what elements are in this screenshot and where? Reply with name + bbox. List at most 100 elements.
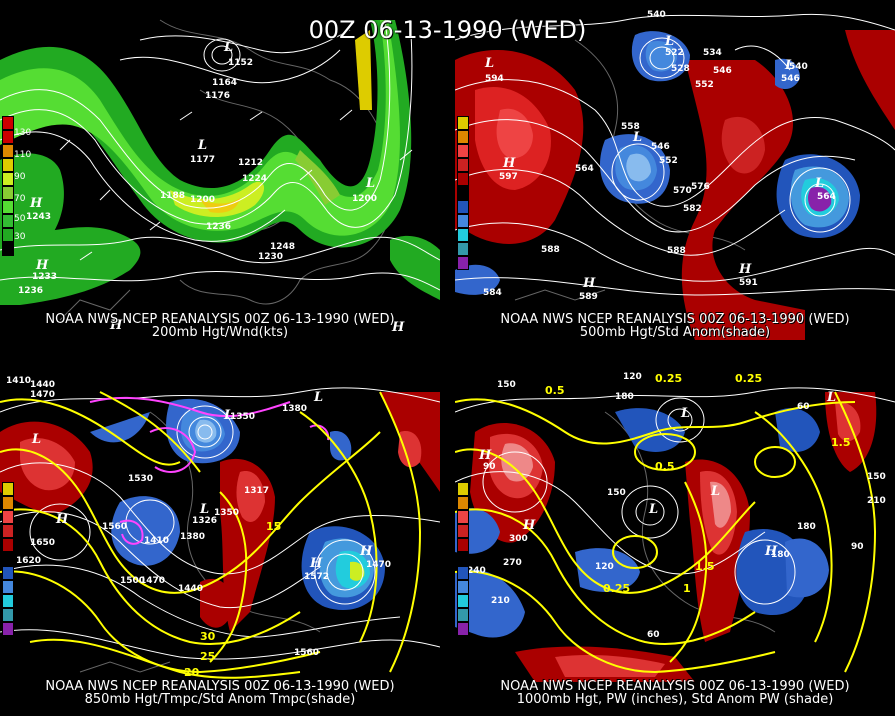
- contour-label: 1236: [18, 286, 44, 296]
- legend-swatch: [2, 228, 14, 242]
- legend-swatch: [2, 622, 14, 636]
- contour-label: 90: [483, 462, 496, 472]
- legend-swatch: [2, 496, 14, 510]
- contour-label: 1470: [140, 576, 166, 586]
- contour-label: 120: [623, 372, 642, 382]
- contour-label: 180: [615, 392, 634, 402]
- contour-label: 1500: [120, 576, 146, 586]
- contour-label: 90: [851, 542, 864, 552]
- pw-label: 0.25: [655, 372, 683, 385]
- height-contours: [0, 387, 440, 660]
- contour-label: 1470: [30, 390, 56, 400]
- legend-swatch: [2, 510, 14, 524]
- legend-label: 70: [14, 194, 26, 204]
- legend-500mb: [457, 116, 469, 270]
- legend-swatch: [457, 566, 469, 580]
- low-center: L: [633, 130, 643, 145]
- wind-barbs: [59, 109, 413, 261]
- caption-line1: NOAA NWS NCEP REANALYSIS 00Z 06-13-1990 …: [500, 679, 850, 694]
- low-center: L: [785, 58, 795, 73]
- contour-label: 150: [607, 488, 626, 498]
- contour-label: 120: [595, 562, 614, 572]
- contour-label: 1164: [212, 78, 238, 88]
- pw-label: 0.25: [735, 372, 763, 385]
- high-center: H: [523, 518, 536, 533]
- contour-label: 1560: [102, 522, 128, 532]
- temp-label: 20: [184, 666, 200, 679]
- contour-label: 60: [647, 630, 660, 640]
- contour-label: 546: [781, 74, 800, 84]
- low-center: L: [815, 176, 825, 191]
- main-title: 00Z 06-13-1990 (WED): [308, 16, 587, 44]
- contour-label: 60: [797, 402, 810, 412]
- low-center: L: [485, 56, 495, 71]
- contour-label: 522: [665, 48, 684, 58]
- cold-isotherms: [89, 396, 330, 545]
- legend-swatch: [457, 130, 469, 144]
- contour-label: 1236: [206, 222, 232, 232]
- contour-label: 584: [483, 288, 502, 298]
- legend-swatch: [2, 552, 14, 566]
- legend-swatch: [457, 552, 469, 566]
- contour-label: 1326: [192, 516, 218, 526]
- map-1000mb: [455, 387, 895, 682]
- low-center: L: [224, 40, 234, 55]
- contour-label: 1152: [228, 58, 254, 68]
- pw-label: 0.5: [655, 460, 675, 473]
- temp-label: 25: [200, 650, 216, 663]
- legend-swatch: [457, 594, 469, 608]
- legend-swatch: [2, 594, 14, 608]
- contour-label: 1380: [282, 404, 308, 414]
- low-center: L: [366, 176, 376, 191]
- temp-label: 30: [200, 630, 216, 643]
- contour-label: 1248: [270, 242, 296, 252]
- legend-swatch: [2, 214, 14, 228]
- legend-swatch: [2, 144, 14, 158]
- map-200mb: [0, 19, 440, 321]
- legend-swatch: [457, 510, 469, 524]
- contour-label: 1317: [244, 486, 270, 496]
- pw-label: 0.5: [545, 384, 565, 397]
- panel-1000mb-pw: 120 150 180 0.5 0.25 90 150 210 240 270 …: [455, 372, 895, 716]
- pw-contours: [455, 391, 877, 674]
- legend-label: 30: [14, 232, 26, 242]
- legend-swatch: [457, 214, 469, 228]
- contour-label: 210: [491, 596, 510, 606]
- contour-label: 210: [867, 496, 886, 506]
- contour-label: 597: [499, 172, 518, 182]
- legend-swatch: [457, 242, 469, 256]
- height-contours: [455, 13, 895, 296]
- contour-label: 594: [485, 74, 504, 84]
- map-850mb: [0, 387, 440, 679]
- contour-label: 1620: [16, 556, 42, 566]
- legend-label: 90: [14, 172, 26, 182]
- contour-label: 540: [647, 10, 666, 20]
- contour-label: 1650: [30, 538, 56, 548]
- contour-label: 1212: [238, 158, 264, 168]
- contour-label: 240: [467, 566, 486, 576]
- legend-850mb: [2, 482, 14, 636]
- contour-label: 1560: [294, 648, 320, 658]
- contour-label: 1440: [30, 380, 56, 390]
- map-500mb: [455, 13, 895, 340]
- caption-line2: 200mb Hgt/Wnd(kts): [151, 325, 289, 340]
- legend-swatch: [2, 524, 14, 538]
- contour-label: 582: [683, 204, 702, 214]
- pw-label: 0.25: [603, 582, 631, 595]
- legend-1000mb: [457, 482, 469, 636]
- contour-label: 1572: [304, 572, 330, 582]
- contour-label: 528: [671, 64, 690, 74]
- contour-label: 180: [771, 550, 790, 560]
- legend-swatch: [457, 256, 469, 270]
- contour-label: 1224: [242, 174, 268, 184]
- anomaly-shading: [455, 30, 895, 340]
- legend-swatch: [2, 538, 14, 552]
- contour-label: 270: [503, 558, 522, 568]
- high-center: H: [36, 258, 49, 273]
- contour-label: 1410: [144, 536, 170, 546]
- low-center: L: [314, 390, 324, 405]
- height-contours: [0, 19, 440, 291]
- low-center: L: [200, 502, 210, 517]
- high-center: H: [583, 276, 596, 291]
- legend-swatch: [2, 580, 14, 594]
